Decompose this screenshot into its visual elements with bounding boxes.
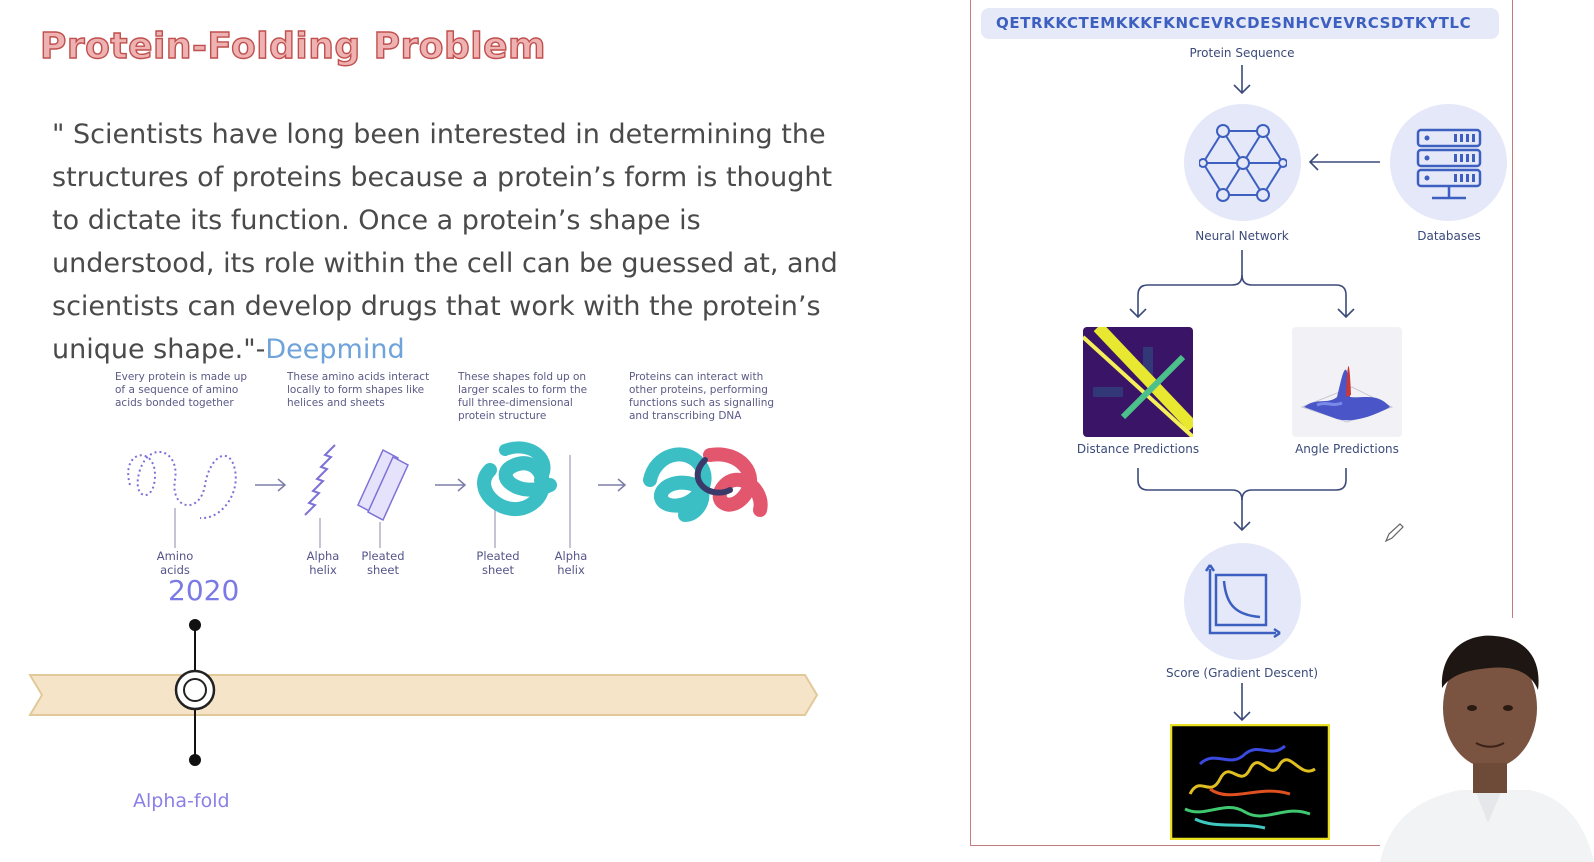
arrow-down-icon — [1233, 65, 1251, 95]
caption-amino-acids: Every protein is made up of a sequence o… — [115, 371, 248, 409]
quote-body: " Scientists have long been interested i… — [52, 119, 838, 365]
caption-3d-structure: These shapes fold up on larger scales to… — [458, 371, 588, 422]
presenter-video — [1380, 618, 1594, 862]
label-angle-predictions: Angle Predictions — [1295, 442, 1399, 456]
timeline-event: Alpha-fold — [133, 790, 230, 812]
quote-source: Deepmind — [265, 334, 405, 365]
gradient-descent-chart-icon — [1204, 564, 1281, 639]
database-server-icon — [1416, 128, 1482, 200]
protein-folding-illustration — [127, 441, 768, 548]
slide-title: Protein-Folding Problem — [39, 25, 547, 67]
databases-node — [1390, 104, 1507, 221]
folded-protein-icon — [477, 441, 557, 517]
flow-diagram — [1129, 65, 1380, 722]
caption-local-shapes: These amino acids interact locally to fo… — [287, 371, 430, 409]
sequence-bar — [981, 8, 1499, 39]
caption-interactions: Proteins can interact with other protein… — [629, 371, 775, 422]
interacting-proteins-icon — [643, 447, 768, 522]
protein-sequence-text: QETRKKCTEMKKKFKNCEVRCDESNHCVEVRCSDTKYTLC — [996, 14, 1472, 32]
label-pleated-sheet: Pleated sheet — [476, 549, 520, 577]
pencil-cursor-icon — [1384, 523, 1404, 543]
arrow-left-icon — [1308, 153, 1380, 171]
label-amino-acids: Amino acids — [156, 549, 194, 577]
timeline-year: 2020 — [168, 574, 240, 607]
label-alpha-helix: Alpha helix — [554, 549, 588, 577]
arrow-down-icon — [1233, 683, 1251, 722]
label-databases: Databases — [1417, 229, 1481, 243]
quote-text: " Scientists have long been interested i… — [52, 113, 852, 371]
distance-predictions-heatmap — [1083, 327, 1193, 437]
amino-acid-chain-icon — [127, 450, 237, 520]
score-node — [1184, 543, 1301, 660]
label-alpha-helix: Alpha helix — [306, 549, 340, 577]
arrow-right-icon — [598, 478, 627, 492]
label-neural-network: Neural Network — [1195, 229, 1289, 243]
timeline — [28, 619, 819, 766]
arrow-right-icon — [435, 478, 467, 492]
predicted-structure-image — [1170, 724, 1330, 840]
label-protein-sequence: Protein Sequence — [1189, 46, 1295, 60]
label-pleated-sheet: Pleated sheet — [361, 549, 405, 577]
pleated-sheet-icon — [357, 448, 409, 522]
timeline-band — [28, 674, 819, 716]
angle-predictions-plot — [1292, 327, 1402, 437]
alpha-helix-icon — [304, 444, 336, 516]
timeline-dot — [189, 619, 201, 631]
label-score: Score (Gradient Descent) — [1166, 666, 1318, 680]
timeline-dot — [189, 754, 201, 766]
timeline-milestone-marker — [174, 669, 216, 711]
neural-network-icon — [1199, 124, 1287, 202]
arrow-right-icon — [255, 478, 287, 492]
label-distance-predictions: Distance Predictions — [1076, 442, 1200, 456]
